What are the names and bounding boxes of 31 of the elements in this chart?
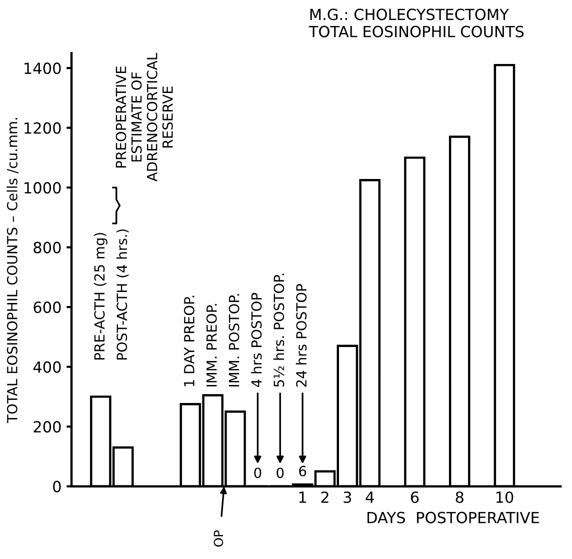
- x-tick-label: 3: [344, 491, 352, 504]
- annotation: POST-ACTH (4 hrs.): [116, 229, 129, 360]
- annotation: 24 hrs POSTOP: [296, 284, 307, 387]
- y-axis-title: TOTAL EOSINOPHIL COUNTS – Cells /cu.mm.: [6, 118, 19, 423]
- x-tick-label: 8: [456, 491, 464, 504]
- data-label: 6: [299, 466, 306, 476]
- y-tick-label: 400: [33, 361, 61, 373]
- annotation: PREOPERATIVE ESTIMATE OF ADRENOCORTICAL RESERVE: [116, 52, 173, 182]
- x-tick-label: 6: [410, 491, 419, 504]
- y-tick-label: 600: [34, 302, 61, 314]
- y-tick-label: 800: [34, 242, 61, 254]
- y-tick-label: 0: [53, 480, 61, 492]
- data-label: 0: [254, 468, 262, 478]
- y-tick-label: 1400: [24, 62, 61, 74]
- annotation: IMM. POSTOP.: [228, 294, 240, 386]
- annotation: IMM. PREOP.: [206, 304, 217, 386]
- x-tick-label: 10: [496, 491, 514, 504]
- y-tick-label: 1000: [24, 182, 61, 194]
- x-tick-label: 2: [321, 491, 328, 503]
- y-tick-label: 1200: [24, 122, 61, 134]
- x-tick-label: 4: [366, 492, 374, 503]
- annotation: 4 hrs POSTOP: [250, 292, 262, 388]
- x-tick-label: 1: [299, 492, 306, 503]
- x-axis-title: DAYS POSTOPERATIVE: [368, 512, 539, 524]
- data-label: 0: [276, 468, 284, 478]
- chart-title: M.G.: CHOLECYSTECTOMY TOTAL EOSINOPHIL COUNTS: [308, 8, 524, 38]
- text: OP: [214, 530, 224, 547]
- annotation: 1 DAY PREOP.: [184, 296, 194, 386]
- y-tick-label: 200: [34, 421, 61, 433]
- annotation: PRE-ACTH (25 mg): [94, 232, 108, 360]
- annotation: 5½ hrs. POSTOP.: [273, 274, 284, 387]
